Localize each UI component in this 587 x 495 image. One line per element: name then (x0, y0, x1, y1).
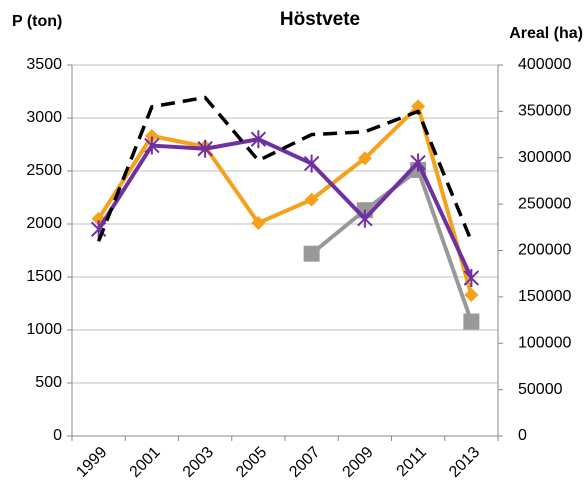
series-line (96, 137, 474, 279)
y-tick-label: 1000 (26, 321, 62, 338)
y-tick-label: 2000 (26, 215, 62, 232)
y-tick-label: 2500 (26, 162, 62, 179)
x-tick-label: 2011 (394, 444, 430, 480)
x-tick-label: 2009 (339, 444, 376, 481)
y-tick-label: 500 (35, 374, 62, 391)
y2-tick-label: 200000 (518, 242, 571, 259)
x-tick-label: 2001 (126, 444, 163, 481)
y2-tick-label: 150000 (518, 288, 571, 305)
marker (464, 288, 479, 303)
marker (463, 313, 480, 330)
marker (144, 136, 160, 155)
marker (303, 245, 320, 262)
marker (357, 151, 372, 166)
x-tick-label: 2005 (233, 444, 270, 481)
series-line (96, 95, 473, 242)
marker (250, 130, 267, 149)
marker (304, 192, 319, 207)
y-tick-label: 0 (53, 427, 62, 444)
marker (357, 209, 373, 228)
x-tick-label: 1999 (73, 444, 110, 481)
y2-tick-label: 250000 (518, 195, 571, 212)
marker (411, 99, 426, 114)
y-tick-label: 1500 (26, 268, 62, 285)
x-tick-label: 2013 (446, 444, 483, 481)
marker (303, 154, 320, 173)
y2-tick-label: 400000 (518, 56, 571, 73)
y-axis-title: P (ton) (12, 13, 62, 30)
y2-tick-label: 100000 (518, 334, 571, 351)
y2-tick-label: 300000 (518, 149, 571, 166)
chart-title: Höstvete (280, 9, 360, 30)
y2-tick-label: 50000 (518, 381, 563, 398)
y-tick-label: 3500 (26, 56, 62, 73)
y2-tick-label: 0 (518, 427, 527, 444)
marker (463, 269, 480, 288)
marker (197, 139, 213, 158)
x-tick-label: 2007 (286, 444, 323, 481)
y-tick-label: 3000 (26, 109, 62, 126)
marker (144, 129, 159, 144)
marker (410, 153, 426, 172)
y2-tick-label: 350000 (518, 103, 571, 120)
y2-axis-title: Areal (ha) (509, 25, 583, 42)
x-tick-label: 2003 (180, 444, 217, 481)
marker (251, 215, 266, 230)
